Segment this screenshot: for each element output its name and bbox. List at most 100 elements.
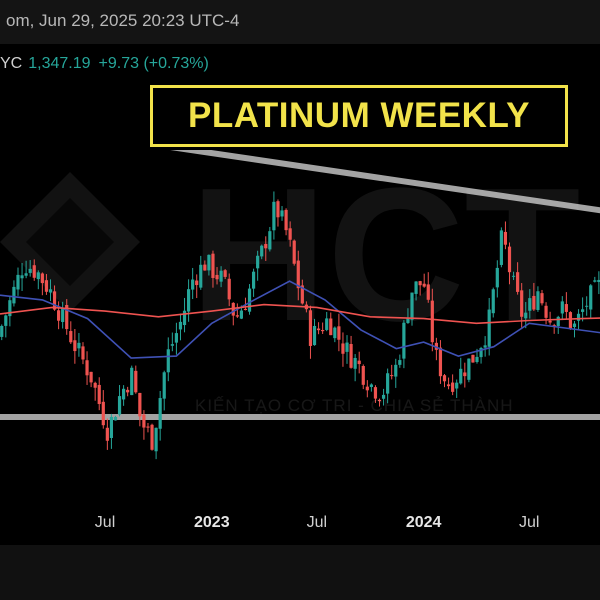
top-bar: om, Jun 29, 2025 20:23 UTC-4 xyxy=(0,0,600,44)
candle xyxy=(52,285,57,311)
candle xyxy=(16,267,20,296)
x-tick-label: Jul xyxy=(518,514,540,531)
candle xyxy=(4,314,8,338)
candle xyxy=(235,303,239,318)
candle xyxy=(511,271,516,281)
candle xyxy=(410,292,414,326)
candle xyxy=(434,337,438,361)
candle xyxy=(207,254,211,276)
candle xyxy=(446,377,451,390)
candle xyxy=(215,267,219,285)
candle xyxy=(89,371,93,388)
candle xyxy=(126,386,130,397)
candle xyxy=(117,385,122,417)
chart-title: PLATINUM WEEKLY xyxy=(188,96,530,135)
candle xyxy=(516,262,520,295)
candle xyxy=(341,332,345,367)
candle xyxy=(24,260,28,279)
candle xyxy=(491,287,495,318)
quote-line: YC 1,347.19 +9.73 (+0.73%) xyxy=(0,55,209,73)
candle xyxy=(150,423,154,451)
candle xyxy=(390,364,394,380)
candle xyxy=(373,385,378,403)
candle xyxy=(73,329,77,364)
candle xyxy=(12,280,16,307)
candle xyxy=(471,354,475,363)
candle xyxy=(203,260,207,271)
candle xyxy=(223,269,227,280)
candle xyxy=(564,292,568,319)
candle xyxy=(386,368,390,404)
candle xyxy=(191,267,195,300)
candle xyxy=(32,259,36,281)
candle xyxy=(451,374,455,396)
candle xyxy=(231,302,235,326)
candle xyxy=(337,313,341,352)
candle xyxy=(162,370,166,411)
candle xyxy=(349,335,353,369)
candle xyxy=(48,279,53,302)
candle xyxy=(146,422,150,433)
price-change: +9.73 (+0.73%) xyxy=(98,55,209,72)
candle xyxy=(357,351,361,374)
candle xyxy=(284,208,288,236)
candle xyxy=(422,273,426,288)
candle xyxy=(166,337,170,382)
candle xyxy=(288,221,292,247)
candle xyxy=(540,289,544,306)
candle xyxy=(186,279,191,322)
candle xyxy=(325,311,329,332)
candle xyxy=(487,297,491,356)
candle xyxy=(369,383,373,392)
watermark-text: HCT xyxy=(190,150,580,361)
x-tick-label: Jul xyxy=(306,514,328,531)
price-chart[interactable]: HCT xyxy=(0,150,600,506)
candle xyxy=(44,274,49,295)
candle xyxy=(65,299,69,335)
candle xyxy=(272,191,276,240)
candle xyxy=(377,398,382,407)
candle xyxy=(589,284,593,318)
watermark-logo: HCT xyxy=(0,150,580,361)
candle xyxy=(442,374,447,388)
candle xyxy=(316,322,321,335)
candle xyxy=(199,255,203,290)
x-tick-label: 2023 xyxy=(194,514,230,531)
candle xyxy=(158,390,162,441)
x-tick-label: Jul xyxy=(94,514,116,531)
candle xyxy=(597,271,600,295)
candle xyxy=(524,302,528,329)
candle xyxy=(585,296,589,316)
candle xyxy=(507,242,512,285)
candle xyxy=(113,415,118,421)
candle xyxy=(353,354,357,382)
candle xyxy=(182,297,187,333)
candle xyxy=(77,333,81,357)
candle xyxy=(93,381,97,401)
candle xyxy=(503,221,508,250)
candle xyxy=(154,427,158,460)
candle xyxy=(276,199,280,227)
candle xyxy=(463,362,467,388)
x-tick-label: 2024 xyxy=(405,514,442,531)
candle xyxy=(345,335,349,364)
candle xyxy=(101,390,105,429)
candle xyxy=(568,311,573,330)
candle xyxy=(532,282,536,312)
candle xyxy=(195,274,199,299)
candle xyxy=(264,236,268,261)
candle xyxy=(483,336,487,357)
chart-title-box: PLATINUM WEEKLY xyxy=(150,85,568,147)
candle xyxy=(365,380,369,398)
candle xyxy=(312,318,317,346)
last-price: 1,347.19 xyxy=(28,55,91,72)
candle xyxy=(138,392,142,427)
candle xyxy=(20,262,24,291)
candle xyxy=(455,379,459,398)
candle xyxy=(36,270,40,290)
candle xyxy=(85,351,89,385)
candle xyxy=(251,268,256,297)
candle xyxy=(499,227,503,268)
candle xyxy=(361,364,365,390)
watermark-slogan: KIẾN TẠO CƠ TRI - CHIA SẺ THÀNH xyxy=(195,396,514,415)
